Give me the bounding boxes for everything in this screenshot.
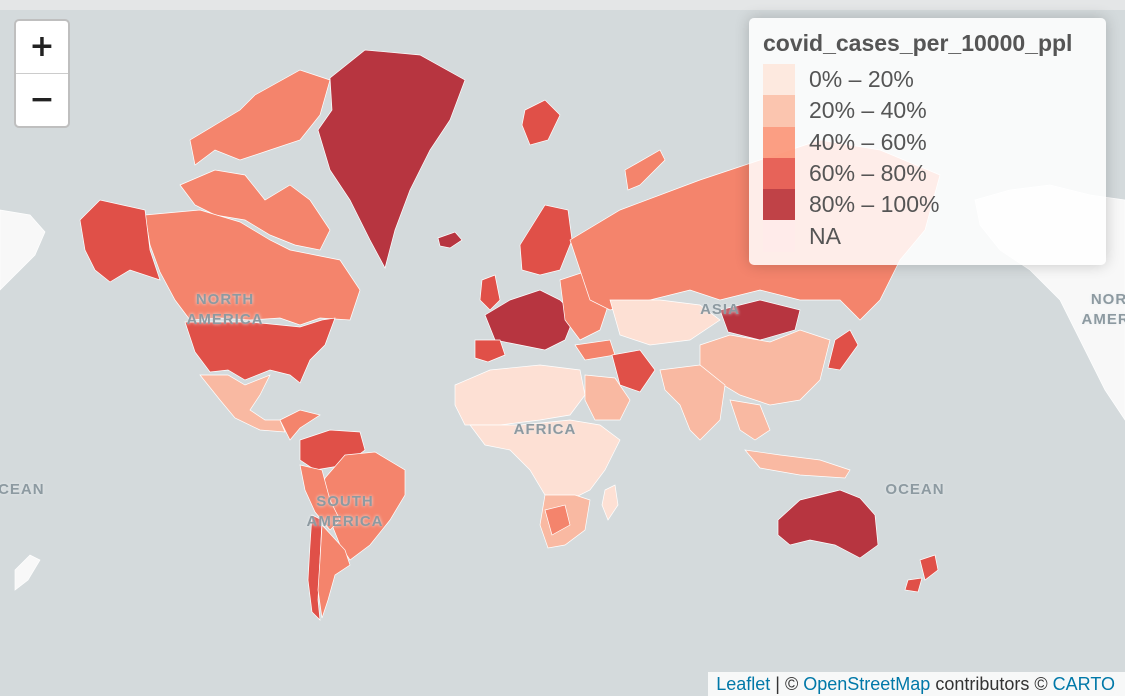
country-uk: [479, 274, 501, 311]
legend-swatch: [763, 157, 795, 190]
country-india: [659, 364, 726, 441]
country-argentina: [317, 524, 351, 619]
legend-title: covid_cases_per_10000_ppl: [763, 30, 1073, 56]
country-southeast-asia: [729, 399, 771, 441]
country-japan: [827, 329, 859, 371]
country-canada: [144, 209, 361, 326]
country-usa: [184, 317, 336, 384]
attribution-sep: | ©: [770, 674, 804, 694]
country-kazakhstan: [609, 299, 721, 346]
country-madagascar: [601, 484, 619, 521]
legend-label: 0% – 20%: [809, 66, 914, 93]
legend-label: 80% – 100%: [809, 191, 940, 218]
legend-swatch: [763, 95, 795, 127]
country-iran: [611, 349, 656, 393]
country-mongolia: [719, 299, 801, 341]
country-australia: [777, 489, 879, 559]
country-central-america: [279, 409, 321, 441]
country-novaya-zemlya: [624, 149, 666, 191]
country-western-europe: [484, 289, 576, 351]
legend-item: 60% – 80%: [763, 157, 1092, 190]
country-indonesia: [744, 449, 851, 479]
country-saudi-arabia: [584, 374, 631, 421]
carto-link[interactable]: CARTO: [1052, 674, 1115, 694]
legend-label: 20% – 40%: [809, 97, 927, 124]
land-left-sw: [14, 554, 41, 591]
country-iberia: [474, 339, 506, 363]
legend-swatch: [763, 64, 795, 96]
legend-label: 60% – 80%: [809, 160, 927, 187]
map-legend: covid_cases_per_10000_ppl 0% – 20% 20% –…: [749, 18, 1106, 265]
legend-item: 20% – 40%: [763, 95, 1092, 127]
country-new-zealand-south: [904, 577, 923, 593]
legend-item: 0% – 20%: [763, 64, 1092, 96]
legend-item: NA: [763, 220, 1092, 252]
legend-swatch: [763, 220, 795, 252]
map-top-strip: [0, 0, 1125, 10]
osm-link[interactable]: OpenStreetMap: [803, 674, 931, 694]
country-south-africa: [544, 504, 571, 536]
zoom-in-button[interactable]: +: [29, 29, 55, 64]
attribution-contributors: contributors ©: [930, 674, 1053, 694]
zoom-out-button[interactable]: −: [16, 73, 68, 126]
country-central-africa: [469, 419, 621, 501]
country-new-zealand: [919, 554, 939, 581]
legend-item: 80% – 100%: [763, 189, 1092, 221]
country-iceland: [437, 231, 463, 249]
country-usa-alaska: [79, 199, 161, 283]
country-north-africa: [454, 364, 586, 426]
land-left-edge: [0, 209, 46, 291]
country-scandinavia: [519, 204, 573, 276]
country-peru-bolivia: [299, 464, 341, 531]
legend-label: 40% – 60%: [809, 128, 927, 155]
country-svalbard: [521, 99, 561, 146]
zoom-control: + −: [14, 19, 70, 128]
country-mexico: [199, 374, 286, 433]
legend-swatch: [763, 126, 795, 158]
attribution: Leaflet | © OpenStreetMap contributors ©…: [708, 672, 1125, 696]
country-turkey: [574, 339, 616, 361]
country-canada-islands: [189, 69, 331, 166]
legend-label: NA: [809, 222, 841, 249]
leaflet-link[interactable]: Leaflet: [716, 674, 771, 694]
country-greenland: [317, 49, 466, 269]
legend-swatch: [763, 189, 795, 221]
legend-item: 40% – 60%: [763, 126, 1092, 158]
